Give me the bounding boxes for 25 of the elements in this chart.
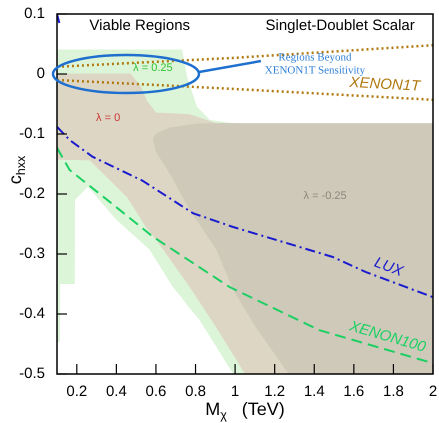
x-tick-label: 0.8 [185, 383, 206, 400]
annotation: λ = -0.25 [304, 190, 347, 202]
annotation: Viable Regions [89, 17, 190, 34]
x-tick-label: 2 [428, 383, 438, 400]
x-tick-label: 0.2 [66, 383, 88, 400]
text: LUX [372, 254, 406, 280]
y-tick-label: 0 [36, 65, 45, 82]
x-tick-label: 1.8 [382, 383, 404, 400]
annotation: λ = 0.25 [133, 62, 173, 74]
x-tick-label: 1.2 [264, 383, 286, 400]
y-tick-label: -0.3 [19, 245, 45, 262]
annotation: Regions Beyond XENON1T Sensitivity [264, 51, 366, 76]
x-tick-label: 0.4 [106, 383, 127, 400]
y-tick-label: -0.5 [19, 365, 45, 382]
y-tick-label: 0.1 [24, 5, 45, 22]
x-tick-label: 1.6 [343, 383, 364, 400]
y-tick-label: -0.2 [19, 185, 45, 202]
y-tick-label: -0.1 [19, 125, 45, 142]
x-tick-label: 1.4 [304, 383, 325, 400]
y-axis-title: chxx [4, 155, 28, 184]
y-tick-label: -0.4 [19, 305, 45, 322]
x-tick-label: 0.6 [146, 383, 166, 400]
annotation: Singlet-Doublet Scalar [266, 17, 415, 34]
x-tick-label: 1 [230, 383, 240, 400]
annotation: λ = 0 [96, 112, 120, 124]
